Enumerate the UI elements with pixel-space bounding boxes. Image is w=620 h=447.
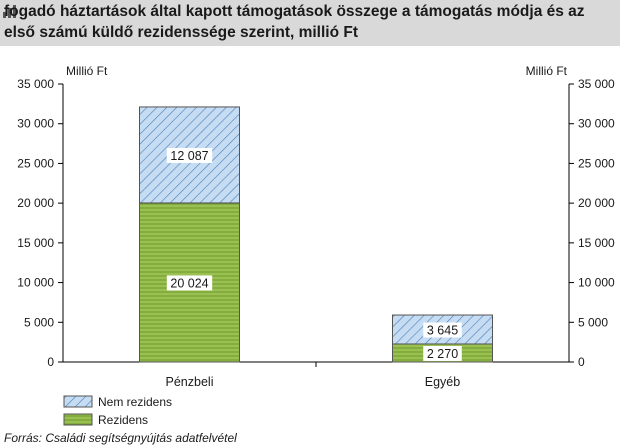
y-tick-label-left: 25 000 [17,156,54,170]
data-label: 2 270 [427,347,458,361]
y-tick-label-left: 10 000 [17,276,54,290]
data-label: 3 645 [427,323,458,337]
data-label-bg [423,345,462,361]
data-label: 12 087 [170,149,208,163]
x-tick-label: Egyéb [425,375,460,389]
legend: Nem rezidens Rezidens [63,395,172,427]
y-axis-title-left: Millió Ft [66,64,108,78]
x-tick-labels: Pénzbeli Egyéb [166,375,461,389]
chart: Millió Ft Millió Ft 0 0 5 000 5 000 10 000 10… [17,64,615,427]
y-tick-label-right: 30 000 [578,117,615,131]
y-axis-title-right: Millió Ft [526,64,568,78]
legend-label: Rezidens [98,413,148,427]
y-tick-label-right: 5 000 [578,315,608,329]
y-tick-label-left: 0 [47,355,54,369]
y-tick-label-right: 15 000 [578,236,615,250]
y-tick-label-right: 10 000 [578,276,615,290]
chart-title: fogadó háztartások által kapott támogatá… [4,3,585,41]
y-tick-label-left: 35 000 [17,77,54,91]
chart-icon [3,5,16,18]
data-label-bg [423,322,462,338]
y-tick-label-right: 25 000 [578,156,615,170]
y-tick-label-right: 35 000 [578,77,615,91]
legend-swatch [63,395,93,408]
data-labels: 20 024 12 087 2 270 3 645 [166,147,462,361]
data-label: 20 024 [170,276,208,290]
y-tick-label-left: 30 000 [17,117,54,131]
title-band [0,0,620,46]
legend-label: Nem rezidens [98,395,172,409]
data-label-bg [166,275,213,291]
axes: 0 0 5 000 5 000 10 000 10 000 15 000 15 000 20 0… [17,77,615,369]
y-tick-label-left: 15 000 [17,236,54,250]
legend-swatch [63,413,93,426]
data-label-bg [166,147,213,163]
source-note: Forrás: Családi segítségnyújtás adatfelv… [4,431,237,445]
y-tick-label-left: 20 000 [17,196,54,210]
y-tick-label-right: 0 [578,355,585,369]
y-tick-label-right: 20 000 [578,196,615,210]
x-tick-label: Pénzbeli [166,375,214,389]
bars [139,106,493,363]
y-tick-label-left: 5 000 [24,315,54,329]
